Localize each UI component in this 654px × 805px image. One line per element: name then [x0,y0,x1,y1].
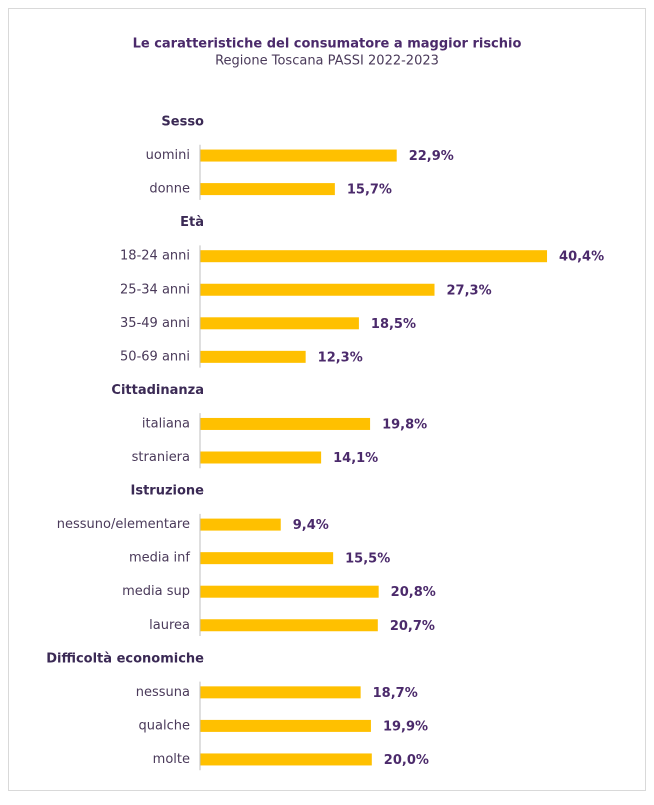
value-label: 18,7% [373,686,418,701]
bar [200,686,361,699]
bar [200,719,371,732]
bar [200,250,548,263]
category-label: nessuna [136,685,190,700]
value-label: 20,7% [390,619,435,634]
value-label: 12,3% [318,350,363,365]
category-label: 25-34 anni [120,282,190,297]
group-label: Difficoltà economiche [46,651,204,666]
bar [200,753,372,766]
value-label: 20,0% [384,753,429,768]
value-label: 9,4% [293,518,329,533]
value-label: 19,9% [383,719,428,734]
bar [200,283,435,296]
value-label: 18,5% [371,317,416,332]
group-label: Istruzione [131,484,205,499]
category-label: nessuno/elementare [57,517,190,532]
chart-title: Le caratteristiche del consumatore a mag… [133,37,522,52]
category-label: laurea [149,618,190,633]
category-label: italiana [142,416,190,431]
bar [200,317,359,330]
bar [200,518,281,531]
frame [8,8,646,791]
category-label: straniera [132,450,190,465]
value-label: 40,4% [559,250,604,265]
group-label: Sesso [161,115,204,130]
category-label: media inf [129,551,190,566]
bar [200,149,397,162]
category-label: 35-49 anni [120,316,190,331]
category-label: donne [149,182,190,197]
value-label: 20,8% [391,585,436,600]
category-label: 18-24 anni [120,249,190,264]
value-label: 19,8% [382,417,427,432]
bar [200,350,306,363]
bar [200,183,335,196]
category-label: qualche [139,718,190,733]
value-label: 14,1% [333,451,378,466]
group-label: Cittadinanza [111,383,204,398]
bar [200,585,379,598]
category-label: uomini [146,148,190,163]
value-label: 22,9% [409,149,454,164]
category-label: molte [153,752,190,767]
value-label: 15,5% [345,552,390,567]
bar [200,552,334,565]
value-label: 27,3% [447,283,492,298]
category-label: 50-69 anni [120,349,190,364]
bar [200,451,322,464]
chart-subtitle: Regione Toscana PASSI 2022-2023 [215,54,439,69]
bar [200,417,371,430]
value-label: 15,7% [347,183,392,198]
bar [200,619,378,632]
group-label: Età [180,215,204,230]
category-label: media sup [122,584,190,599]
